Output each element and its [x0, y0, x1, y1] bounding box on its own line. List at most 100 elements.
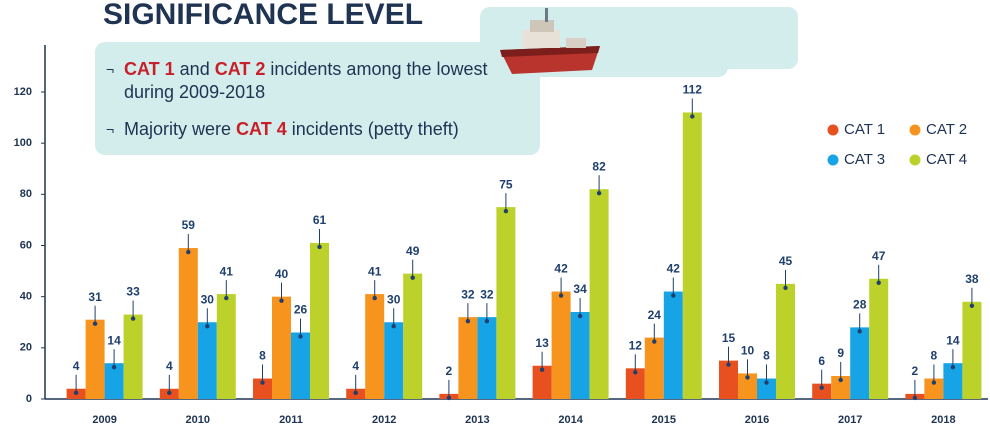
value-dot: [857, 329, 862, 334]
bar: [85, 319, 105, 399]
value-label: 8: [763, 349, 770, 363]
value-dot: [391, 324, 396, 329]
bar: [719, 360, 738, 399]
value-dot: [410, 275, 415, 280]
value-label: 33: [126, 285, 140, 299]
value-label: 112: [683, 83, 703, 97]
value-dot: [652, 339, 657, 344]
value-dot: [130, 316, 136, 321]
annotation-text: incidents among the lowest during 2009-2…: [124, 59, 488, 102]
bar: [570, 312, 590, 399]
bar: [962, 301, 982, 399]
y-tick-label: 80: [20, 188, 32, 200]
value-dot: [92, 321, 98, 326]
value-dot: [671, 293, 676, 298]
value-dot: [558, 293, 564, 298]
value-dot: [111, 364, 117, 370]
value-dot: [726, 362, 731, 367]
annotation: Majority were CAT 4 incidents (petty the…: [106, 118, 526, 141]
annotation-text: CAT 4: [236, 119, 287, 139]
value-dot: [205, 324, 210, 329]
value-dot: [876, 280, 881, 285]
bar: [403, 273, 423, 399]
annotation-text: incidents (petty theft): [286, 119, 459, 139]
value-label: 15: [722, 331, 736, 345]
bar: [178, 248, 198, 399]
value-dot: [446, 395, 452, 401]
value-label: 30: [387, 292, 401, 306]
x-tick-label: 2016: [745, 414, 769, 426]
value-dot: [764, 380, 769, 385]
value-label: 42: [554, 262, 568, 276]
value-label: 4: [352, 359, 359, 373]
x-tick-label: 2012: [372, 414, 396, 426]
value-label: 41: [220, 264, 234, 278]
value-dot: [224, 295, 229, 301]
value-label: 13: [535, 336, 549, 350]
value-label: 14: [946, 333, 960, 347]
annotation-text: and: [174, 59, 215, 79]
bar: [458, 317, 478, 399]
legend-swatch: [909, 154, 921, 166]
bar: [384, 322, 404, 399]
value-label: 4: [73, 359, 80, 373]
value-dot: [950, 364, 956, 370]
value-label: 45: [779, 254, 793, 268]
legend-label: CAT 4: [926, 151, 967, 168]
bar: [924, 378, 944, 399]
value-dot: [186, 249, 191, 255]
bar: [850, 327, 870, 399]
bar: [216, 294, 236, 399]
annotation-text: CAT 2: [214, 59, 266, 79]
value-dot: [260, 380, 265, 385]
annotation-text: CAT 1: [124, 59, 175, 79]
value-label: 82: [592, 159, 606, 173]
value-dot: [317, 244, 322, 250]
legend-swatch: [827, 124, 839, 136]
y-tick-label: 60: [20, 239, 32, 251]
annotation-list: CAT 1 and CAT 2 incidents among the lowe…: [106, 58, 526, 155]
value-dot: [596, 191, 602, 196]
value-label: 8: [931, 349, 938, 363]
bar: [496, 207, 516, 399]
legend-swatch: [827, 154, 839, 166]
bar: [943, 363, 963, 399]
value-dot: [931, 380, 937, 385]
value-dot: [539, 367, 545, 372]
value-label: 40: [275, 267, 289, 281]
bar: [532, 365, 552, 399]
value-label: 59: [182, 218, 196, 232]
value-dot: [633, 370, 638, 375]
chart-title: SIGNIFICANCE LEVEL: [103, 0, 423, 31]
value-label: 61: [313, 213, 327, 227]
y-tick-label: 0: [26, 393, 32, 405]
value-dot: [353, 390, 358, 395]
value-dot: [969, 303, 975, 308]
value-label: 10: [741, 344, 755, 358]
value-dot: [372, 295, 377, 301]
value-label: 26: [294, 303, 308, 317]
value-label: 32: [461, 287, 475, 301]
x-tick-label: 2013: [465, 414, 489, 426]
bar: [812, 383, 832, 399]
legend-label: CAT 2: [926, 121, 967, 138]
bar: [197, 322, 217, 399]
value-label: 9: [837, 346, 844, 360]
x-tick-label: 2014: [558, 414, 583, 426]
bar: [551, 291, 571, 399]
y-tick-label: 100: [14, 137, 32, 149]
legend-swatch: [909, 124, 921, 136]
value-label: 6: [818, 354, 825, 368]
x-tick-label: 2011: [279, 414, 303, 426]
bar: [757, 378, 776, 399]
y-tick-label: 120: [14, 86, 32, 98]
bar: [123, 314, 143, 399]
bar: [663, 291, 683, 399]
legend-label: CAT 3: [844, 151, 885, 168]
value-label: 34: [573, 282, 587, 296]
bar: [831, 375, 851, 399]
value-label: 49: [406, 244, 420, 258]
value-label: 4: [166, 359, 173, 373]
value-label: 75: [499, 177, 513, 191]
x-tick-label: 2015: [652, 414, 676, 426]
